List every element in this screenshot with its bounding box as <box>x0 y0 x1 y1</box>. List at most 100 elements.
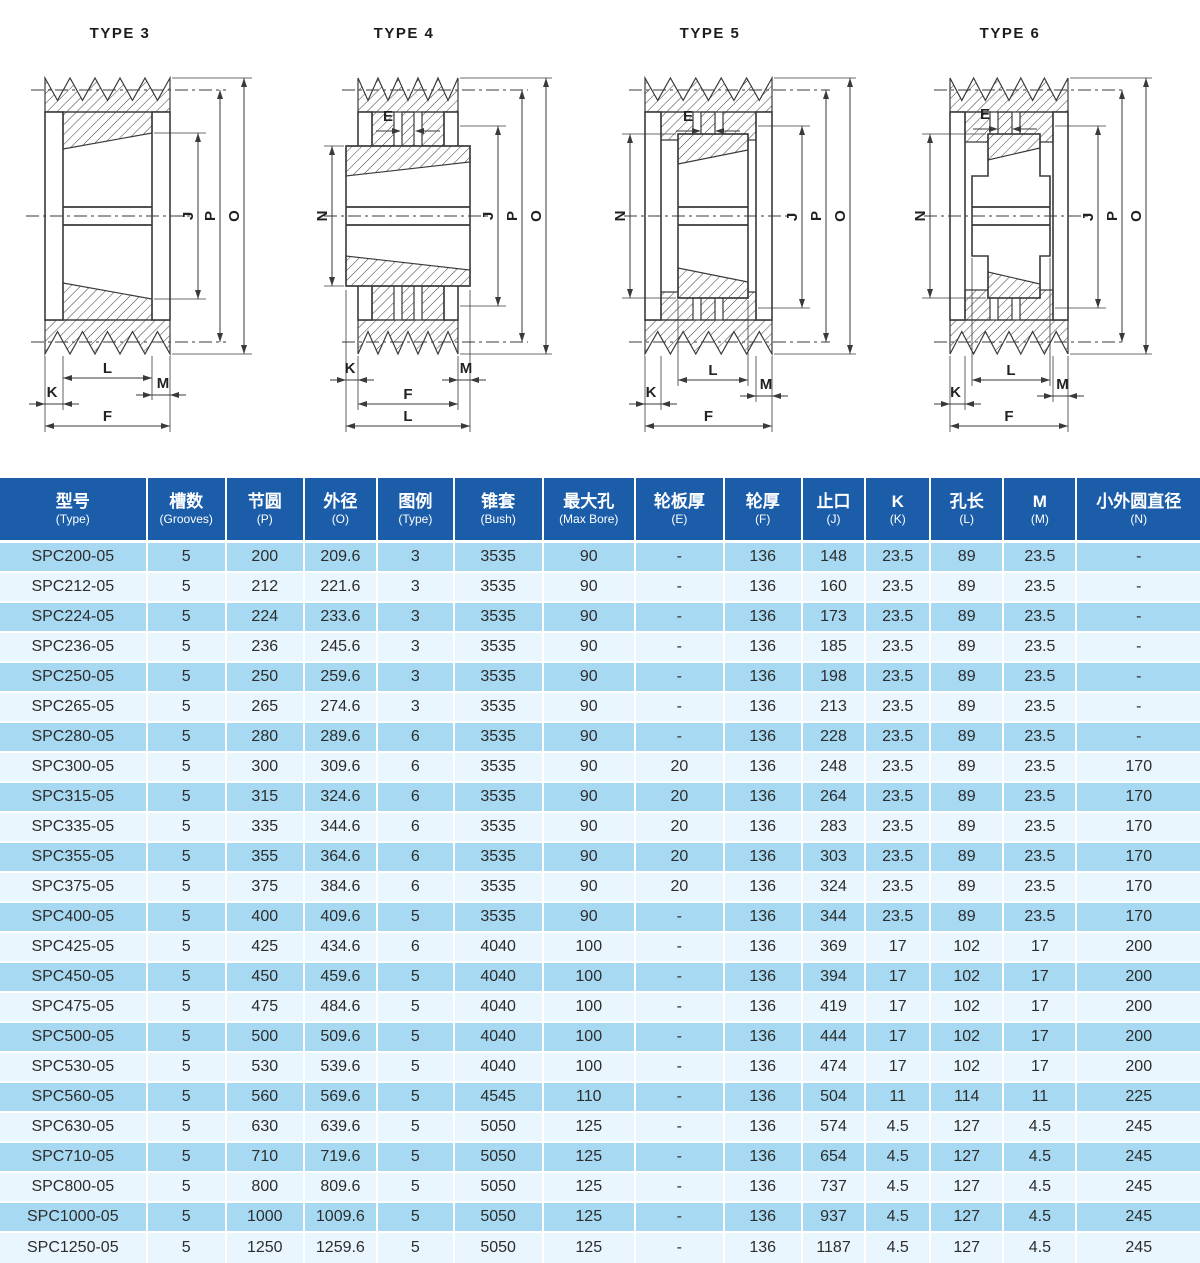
table-cell: 5 <box>147 993 227 1023</box>
table-cell: 125 <box>543 1233 636 1263</box>
table-cell: 17 <box>1004 993 1078 1023</box>
table-cell: 6 <box>377 933 455 963</box>
table-cell: 5 <box>147 663 227 693</box>
table-cell: 3 <box>377 693 455 723</box>
table-row: SPC530-05 5 530 539.6 5 4040 100-136 474 17 102 17… <box>0 1053 1200 1083</box>
table-cell: SPC630-05 <box>0 1113 148 1143</box>
table-cell: 3535 <box>454 873 544 903</box>
table-cell: 89 <box>931 753 1005 783</box>
table-cell: 5050 <box>454 1113 544 1143</box>
table-cell: 170 <box>1077 753 1200 783</box>
table-cell: 89 <box>931 873 1005 903</box>
table-cell: 4.5 <box>1004 1113 1078 1143</box>
table-cell: 500 <box>226 1023 305 1053</box>
table-cell: 1187 <box>802 1233 867 1263</box>
table-cell: 369 <box>802 933 867 963</box>
drawing-title: TYPE 5 <box>680 25 741 42</box>
table-cell: 5050 <box>454 1233 544 1263</box>
table-cell: 170 <box>1077 783 1200 813</box>
table-cell: 5 <box>147 813 227 843</box>
table-cell: - <box>635 1113 725 1143</box>
table-cell: 719.6 <box>304 1143 378 1173</box>
table-row: SPC224-05 5 224 233.6 3 3535 90-136 173 23.5 89 23… <box>0 603 1200 633</box>
table-cell: 11 <box>866 1083 932 1113</box>
table-cell: 90 <box>543 753 636 783</box>
table-cell: 250 <box>226 663 305 693</box>
svg-text:K: K <box>345 360 356 377</box>
table-cell: 248 <box>802 753 867 783</box>
svg-text:P: P <box>1104 211 1121 221</box>
table-cell: - <box>635 1173 725 1203</box>
table-cell: 539.6 <box>304 1053 378 1083</box>
table-cell: 23.5 <box>866 903 932 933</box>
table-cell: 209.6 <box>304 543 378 573</box>
table-row: SPC1250-05 5 1250 1259.6 5 5050 125-136 1187 4.5… <box>0 1233 1200 1263</box>
column-header: 锥套 (Bush) <box>454 478 544 543</box>
svg-text:M: M <box>157 375 170 392</box>
table-cell: 280 <box>226 723 305 753</box>
table-row: SPC212-05 5 212 221.6 3 3535 90-136 160 23.5 89 23… <box>0 573 1200 603</box>
table-cell: 1000 <box>226 1203 305 1233</box>
table-cell: 127 <box>931 1173 1005 1203</box>
table-cell: SPC1000-05 <box>0 1203 148 1233</box>
table-cell: 6 <box>377 813 455 843</box>
table-cell: 90 <box>543 903 636 933</box>
column-header-zh: 小外圆直径 <box>1096 491 1182 511</box>
table-cell: 200 <box>1077 993 1200 1023</box>
table-cell: 136 <box>724 1023 803 1053</box>
table-cell: 100 <box>543 1023 636 1053</box>
table-cell: SPC200-05 <box>0 543 148 573</box>
table-cell: 23.5 <box>1004 873 1078 903</box>
table-cell: 89 <box>931 573 1005 603</box>
pulley-cross-section: TYPE 6 E N J P O L M K F <box>912 25 1152 432</box>
table-cell: 434.6 <box>304 933 378 963</box>
pulley-cross-section: TYPE 3 J P O L M K F <box>26 25 252 432</box>
column-header: 轮厚 (F) <box>724 478 803 543</box>
table-cell: 1009.6 <box>304 1203 378 1233</box>
svg-text:P: P <box>504 211 521 221</box>
svg-text:L: L <box>403 408 412 425</box>
table-cell: 5 <box>377 1113 455 1143</box>
table-cell: SPC475-05 <box>0 993 148 1023</box>
table-cell: 170 <box>1077 813 1200 843</box>
table-cell: 90 <box>543 723 636 753</box>
table-cell: 355 <box>226 843 305 873</box>
table-cell: SPC530-05 <box>0 1053 148 1083</box>
svg-text:N: N <box>912 211 929 222</box>
table-cell: 245 <box>1077 1143 1200 1173</box>
table-cell: 1259.6 <box>304 1233 378 1263</box>
table-cell: - <box>1077 543 1200 573</box>
svg-text:P: P <box>202 211 219 221</box>
table-cell: 23.5 <box>866 783 932 813</box>
table-cell: 245 <box>1077 1233 1200 1263</box>
table-cell: 102 <box>931 1053 1005 1083</box>
table-cell: 265 <box>226 693 305 723</box>
table-cell: 5 <box>147 1143 227 1173</box>
table-cell: 3535 <box>454 573 544 603</box>
table-cell: 20 <box>635 843 725 873</box>
column-header-zh: K <box>891 491 904 511</box>
table-cell: 127 <box>931 1143 1005 1173</box>
table-cell: 5 <box>147 903 227 933</box>
table-row: SPC475-05 5 475 484.6 5 4040 100-136 419 17 102 17… <box>0 993 1200 1023</box>
spec-table: 型号 (Type) 槽数 (Grooves) 节圆 (P) 外径 (O) 图例 (Type) 锥套(… <box>0 478 1200 1263</box>
table-cell: 136 <box>724 633 803 663</box>
column-header-en: (Max Bore) <box>559 512 619 527</box>
table-cell: 3 <box>377 603 455 633</box>
table-cell: 509.6 <box>304 1023 378 1053</box>
table-cell: - <box>635 663 725 693</box>
table-cell: 100 <box>543 963 636 993</box>
table-cell: 100 <box>543 933 636 963</box>
table-cell: 17 <box>1004 1053 1078 1083</box>
table-cell: 5 <box>147 573 227 603</box>
table-cell: - <box>635 1233 725 1263</box>
table-cell: 136 <box>724 543 803 573</box>
table-cell: 148 <box>802 543 867 573</box>
table-cell: 3 <box>377 543 455 573</box>
table-cell: 23.5 <box>1004 693 1078 723</box>
table-cell: 5050 <box>454 1203 544 1233</box>
table-cell: 560 <box>226 1083 305 1113</box>
